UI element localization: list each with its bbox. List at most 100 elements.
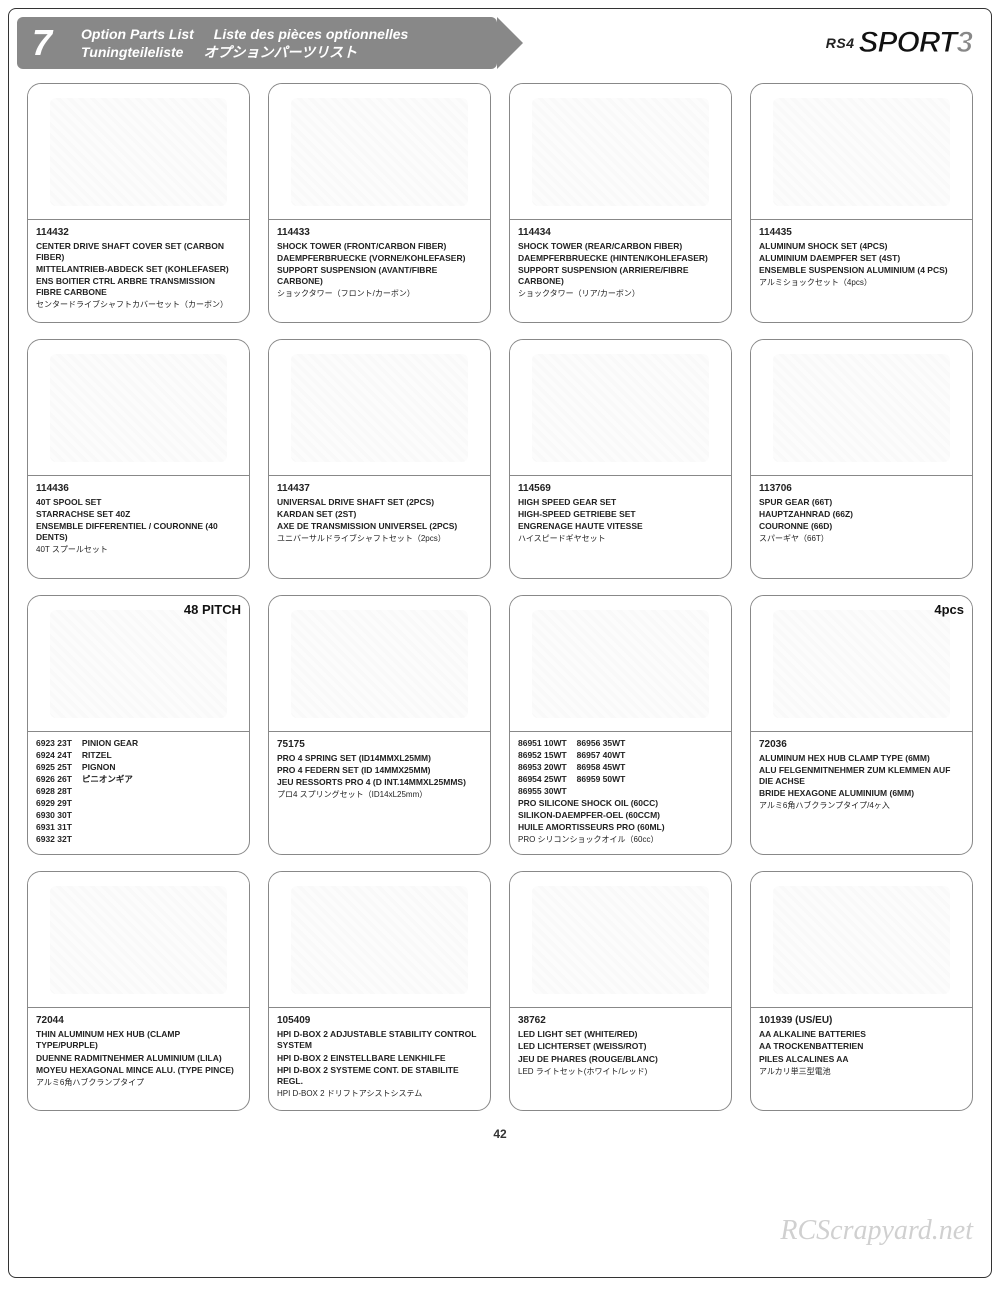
part-image-placeholder — [50, 354, 227, 462]
page-container: 7 Option Parts List Liste des pièces opt… — [8, 8, 992, 1278]
part-image-area — [510, 84, 731, 219]
part-text-area: 72036ALUMINUM HEX HUB CLAMP TYPE (6mm)AL… — [751, 731, 972, 854]
part-text-area: 6923 23T6924 24T6925 25T6926 26T6928 28T… — [28, 731, 249, 854]
part-desc-line: ALUMINUM SHOCK SET (4pcs) — [759, 241, 964, 252]
part-image-placeholder — [291, 354, 468, 462]
part-number: 75175 — [277, 738, 482, 751]
part-image-area — [510, 340, 731, 475]
part-image-area — [751, 340, 972, 475]
part-number-line: RITZEL — [82, 750, 138, 761]
logo-sport: SPORT — [859, 26, 957, 60]
part-image-area — [269, 872, 490, 1007]
part-jp-line: センタードライブシャフトカバーセット（カーボン） — [36, 300, 241, 310]
part-image-area — [28, 340, 249, 475]
part-image-placeholder — [773, 886, 950, 994]
part-text-area: 113706SPUR GEAR (66T)HAUPTZAHNRAD (66Z)C… — [751, 475, 972, 578]
part-number-line: 86956 35wt — [577, 738, 626, 749]
part-number: 114432 — [36, 226, 241, 239]
part-jp-line: PRO シリコンショックオイル（60cc） — [518, 835, 723, 845]
part-card: 114433SHOCK TOWER (FRONT/CARBON FIBER)DA… — [268, 83, 491, 323]
part-text-area: 75175PRO 4 SPRING SET (ID14mmxL25mm)PRO … — [269, 731, 490, 854]
part-desc-line: PRO SILICONE SHOCK OIL (60cc) — [518, 798, 723, 809]
part-desc-line: MOYEU HEXAGONAL MINCE ALU. (TYPE PINCE) — [36, 1065, 241, 1076]
part-desc-line: DAEMPFERBRUECKE (HINTEN/KOHLEFASER) — [518, 253, 723, 264]
part-desc-line: CENTER DRIVE SHAFT COVER SET (CARBON FIB… — [36, 241, 241, 263]
part-jp-line: アルカリ単三型電池 — [759, 1067, 964, 1077]
part-number-line: 86954 25wt — [518, 774, 567, 785]
part-card: 4pcs72036ALUMINUM HEX HUB CLAMP TYPE (6m… — [750, 595, 973, 855]
part-card: 114437UNIVERSAL DRIVE SHAFT SET (2pcs)KA… — [268, 339, 491, 579]
part-card: 86951 10wt86952 15wt86953 20wt86954 25wt… — [509, 595, 732, 855]
part-card: 101939 (US/EU)AA ALKALINE BATTERIESAA TR… — [750, 871, 973, 1111]
parts-grid-wrap: 114432 CENTER DRIVE SHAFT COVER SET (CARB… — [9, 81, 991, 1119]
part-column: 86956 35wt86957 40wt86958 45wt86959 50wt — [577, 738, 626, 798]
part-text-area: 114435ALUMINUM SHOCK SET (4pcs)ALUMINIUM… — [751, 219, 972, 322]
part-jp-line: アルミ6角ハブクランプタイプ/4ヶ入 — [759, 801, 964, 811]
part-text-area: 114437UNIVERSAL DRIVE SHAFT SET (2pcs)KA… — [269, 475, 490, 578]
brand-logo: RS4 SPORT 3 — [826, 17, 983, 69]
part-number-line: 86958 45wt — [577, 762, 626, 773]
part-desc-line: HPI D-BOX 2 EINSTELLBARE LENKHILFE — [277, 1053, 482, 1064]
part-desc-line: ENSEMBLE SUSPENSION ALUMINIUM (4 pcs) — [759, 265, 964, 276]
part-desc-line: HIGH-SPEED GETRIEBE SET — [518, 509, 723, 520]
part-jp-line: LED ライトセット(ホワイト/レッド) — [518, 1067, 723, 1077]
title-fr: Liste des pièces optionnelles — [214, 25, 409, 43]
part-desc-line: HPI D-BOX 2 ADJUSTABLE STABILITY CONTROL… — [277, 1029, 482, 1051]
part-card: 105409HPI D-BOX 2 ADJUSTABLE STABILITY C… — [268, 871, 491, 1111]
part-desc-line: KARDAN SET (2ST) — [277, 509, 482, 520]
part-desc-line: THIN ALUMINUM HEX HUB (CLAMP TYPE/PURPLE… — [36, 1029, 241, 1051]
part-desc-line: SUPPORT SUSPENSION (AVANT/FIBRE CARBONE) — [277, 265, 482, 287]
part-desc-line: HUILE AMORTISSEURS PRO (60ml) — [518, 822, 723, 833]
part-desc-line: HAUPTZAHNRAD (66Z) — [759, 509, 964, 520]
part-desc-line: DUENNE RADMITNEHMER ALUMINIUM (LILA) — [36, 1053, 241, 1064]
part-text-area: 114434SHOCK TOWER (REAR/CARBON FIBER)DAE… — [510, 219, 731, 322]
section-titles: Option Parts List Liste des pièces optio… — [67, 17, 497, 69]
part-card: 38762LED LIGHT SET (WHITE/RED)LED LICHTE… — [509, 871, 732, 1111]
part-number-line: 6928 28T — [36, 786, 72, 797]
part-jp-line: HPI D-BOX 2 ドリフトアシストシステム — [277, 1089, 482, 1099]
part-desc-line: ENGRENAGE HAUTE VITESSE — [518, 521, 723, 532]
part-image-placeholder — [291, 886, 468, 994]
part-desc-line: SUPPORT SUSPENSION (ARRIERE/FIBRE CARBON… — [518, 265, 723, 287]
part-image-area: 4pcs — [751, 596, 972, 731]
part-number-line: ピニオンギア — [82, 774, 138, 785]
part-desc-line: ENSEMBLE DIFFERENTIEL / COURONNE (40 DEN… — [36, 521, 241, 543]
part-number-line: 6931 31T — [36, 822, 72, 833]
part-column: 86951 10wt86952 15wt86953 20wt86954 25wt… — [518, 738, 567, 798]
part-number-line: 6929 29T — [36, 798, 72, 809]
part-image-area — [28, 872, 249, 1007]
title-de: Tuningteileliste — [81, 43, 183, 61]
part-image-area — [751, 872, 972, 1007]
part-number-line: 6930 30T — [36, 810, 72, 821]
part-image-area: 48 PITCH — [28, 596, 249, 731]
part-desc-line: SHOCK TOWER (FRONT/CARBON FIBER) — [277, 241, 482, 252]
part-image-area — [269, 340, 490, 475]
logo-rs4: RS4 — [826, 35, 855, 51]
part-number: 114434 — [518, 226, 723, 239]
part-image-placeholder — [532, 354, 709, 462]
part-desc-line: AA TROCKENBATTERIEN — [759, 1041, 964, 1052]
part-card: 75175PRO 4 SPRING SET (ID14mmxL25mm)PRO … — [268, 595, 491, 855]
part-columns: 6923 23T6924 24T6925 25T6926 26T6928 28T… — [36, 738, 241, 846]
part-number-line: 86959 50wt — [577, 774, 626, 785]
part-image-placeholder — [50, 610, 227, 718]
part-desc-line: LED LICHTERSET (WEISS/ROT) — [518, 1041, 723, 1052]
part-number-line: 86953 20wt — [518, 762, 567, 773]
part-number-line: PIGNON — [82, 762, 138, 773]
part-text-area: 72044 THIN ALUMINUM HEX HUB (CLAMP TYPE/P… — [28, 1007, 249, 1110]
part-jp-line: アルミショックセット（4pcs） — [759, 278, 964, 288]
part-jp-line: プロ4 スプリングセット（ID14xL25mm） — [277, 790, 482, 800]
part-card: 48 PITCH 6923 23T6924 24T6925 25T6926 26T… — [27, 595, 250, 855]
part-jp-line: ハイスピードギヤセット — [518, 534, 723, 544]
part-text-area: 101939 (US/EU)AA ALKALINE BATTERIESAA TR… — [751, 1007, 972, 1110]
part-card: 114434SHOCK TOWER (REAR/CARBON FIBER)DAE… — [509, 83, 732, 323]
part-desc-line: SPUR GEAR (66T) — [759, 497, 964, 508]
part-desc-line: PILES ALCALINES AA — [759, 1054, 964, 1065]
part-jp-line: アルミ6角ハブクランプタイプ — [36, 1078, 241, 1088]
page-number: 42 — [9, 1119, 991, 1147]
part-number-line: 86955 30wt — [518, 786, 567, 797]
part-desc-line: HPI D-BOX 2 SYSTEME CONT. DE STABILITE R… — [277, 1065, 482, 1087]
part-column: 6923 23T6924 24T6925 25T6926 26T6928 28T… — [36, 738, 72, 846]
part-jp-line: ユニバーサルドライブシャフトセット（2pcs） — [277, 534, 482, 544]
part-number: 72044 — [36, 1014, 241, 1027]
